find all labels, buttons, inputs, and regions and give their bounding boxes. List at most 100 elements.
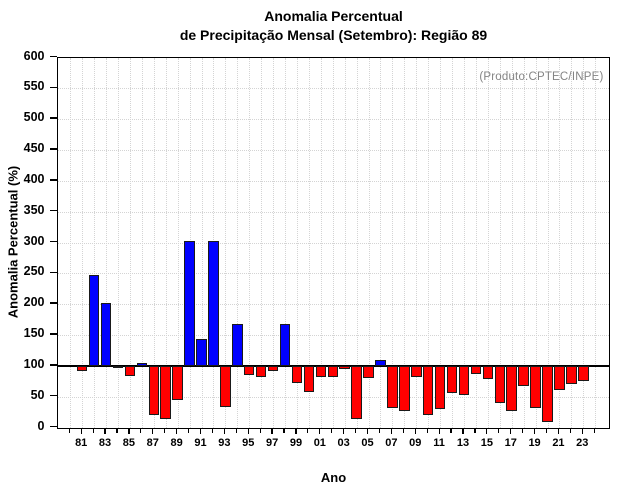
v-gridline <box>380 57 382 428</box>
v-gridline <box>261 57 263 428</box>
y-tick-label: 150 <box>23 326 45 340</box>
y-tick-label: 600 <box>23 48 45 63</box>
bar-93 <box>220 365 231 407</box>
x-tick <box>533 428 536 434</box>
x-tick-label: 23 <box>576 437 589 449</box>
bar-13 <box>458 365 470 395</box>
plot-inner <box>57 57 609 428</box>
y-tick <box>49 364 57 366</box>
v-gridline <box>129 57 131 428</box>
v-gridline <box>571 57 573 428</box>
x-tick <box>545 428 548 433</box>
v-gridline <box>452 57 454 428</box>
v-gridline <box>475 57 477 428</box>
bar-12 <box>446 365 458 393</box>
y-tick-label: 50 <box>30 387 45 402</box>
v-gridline <box>559 57 561 428</box>
v-gridline <box>499 57 501 428</box>
x-tick-label: 09 <box>409 437 422 449</box>
y-tick-label: 100 <box>23 356 45 371</box>
v-gridline <box>106 57 108 428</box>
v-gridline <box>392 57 394 428</box>
v-gridline <box>404 57 406 428</box>
v-gridline <box>583 57 585 428</box>
v-gridline <box>285 57 287 428</box>
y-tick <box>49 425 57 428</box>
v-gridline <box>344 57 346 428</box>
v-gridline <box>201 57 203 428</box>
bar-21 <box>554 365 565 390</box>
y-tick-label: 450 <box>23 141 45 155</box>
bar-19 <box>530 365 541 408</box>
bar-95 <box>243 365 255 376</box>
y-tick-label: 350 <box>23 202 45 217</box>
y-tick <box>49 240 57 243</box>
y-tick <box>49 86 57 89</box>
v-gridline <box>487 57 489 428</box>
x-tick <box>247 428 249 434</box>
chart-title-line1: Anomalia Percentual <box>264 8 403 24</box>
x-tick <box>259 428 261 433</box>
x-tick <box>355 428 357 433</box>
bar-02 <box>327 365 338 377</box>
x-tick-label: 91 <box>194 437 207 449</box>
v-gridline <box>225 57 227 428</box>
bar-86 <box>136 363 148 366</box>
bar-03 <box>339 365 350 369</box>
x-tick-label: 03 <box>337 437 350 449</box>
x-tick <box>522 428 524 433</box>
bar-18 <box>518 365 529 387</box>
v-gridline <box>308 57 310 428</box>
v-gridline <box>237 57 239 428</box>
x-tick <box>164 428 166 433</box>
x-tick <box>271 428 273 434</box>
v-gridline <box>368 57 370 428</box>
bar-09 <box>411 365 422 377</box>
x-tick <box>557 428 560 434</box>
bar-00 <box>303 365 315 392</box>
v-gridline <box>595 57 597 428</box>
v-gridline <box>165 57 167 428</box>
x-tick-label: 83 <box>98 437 112 449</box>
v-gridline <box>511 57 513 428</box>
x-tick <box>438 428 440 434</box>
bar-94 <box>232 323 243 366</box>
bar-90 <box>184 240 195 366</box>
y-tick <box>49 55 57 58</box>
v-gridline <box>356 57 358 428</box>
x-tick <box>343 428 345 434</box>
bar-15 <box>482 365 494 380</box>
y-tick-label: 200 <box>23 295 45 310</box>
v-gridline <box>320 57 322 428</box>
y-tick-label: 400 <box>23 171 45 186</box>
v-gridline <box>117 57 119 428</box>
x-tick-label: 07 <box>385 437 398 449</box>
x-tick-label: 17 <box>504 437 517 449</box>
x-tick <box>116 428 118 433</box>
y-tick <box>49 179 57 181</box>
x-tick <box>593 428 595 433</box>
bar-91 <box>196 339 207 366</box>
x-tick-label: 89 <box>170 437 183 449</box>
chart-title: Anomalia Percentual de Precipitação Mens… <box>58 7 609 45</box>
x-tick <box>462 428 464 434</box>
y-tick <box>49 117 57 119</box>
y-tick <box>49 209 57 212</box>
x-tick <box>414 428 416 434</box>
bar-82 <box>88 274 100 366</box>
v-gridline <box>523 57 525 428</box>
bar-98 <box>279 323 291 366</box>
x-tick-label: 95 <box>242 437 255 449</box>
bar-08 <box>399 365 410 412</box>
v-gridline <box>535 57 537 428</box>
bar-10 <box>422 365 434 416</box>
chart-title-line2: de Precipitação Mensal (Setembro): Regiã… <box>179 27 488 43</box>
bar-97 <box>267 365 279 371</box>
v-gridline <box>141 57 143 428</box>
bar-92 <box>208 240 219 366</box>
x-tick-label: 21 <box>552 437 565 449</box>
v-gridline <box>416 57 418 428</box>
v-gridline <box>428 57 430 428</box>
v-gridline <box>82 57 84 428</box>
y-tick-label: 300 <box>23 233 45 248</box>
